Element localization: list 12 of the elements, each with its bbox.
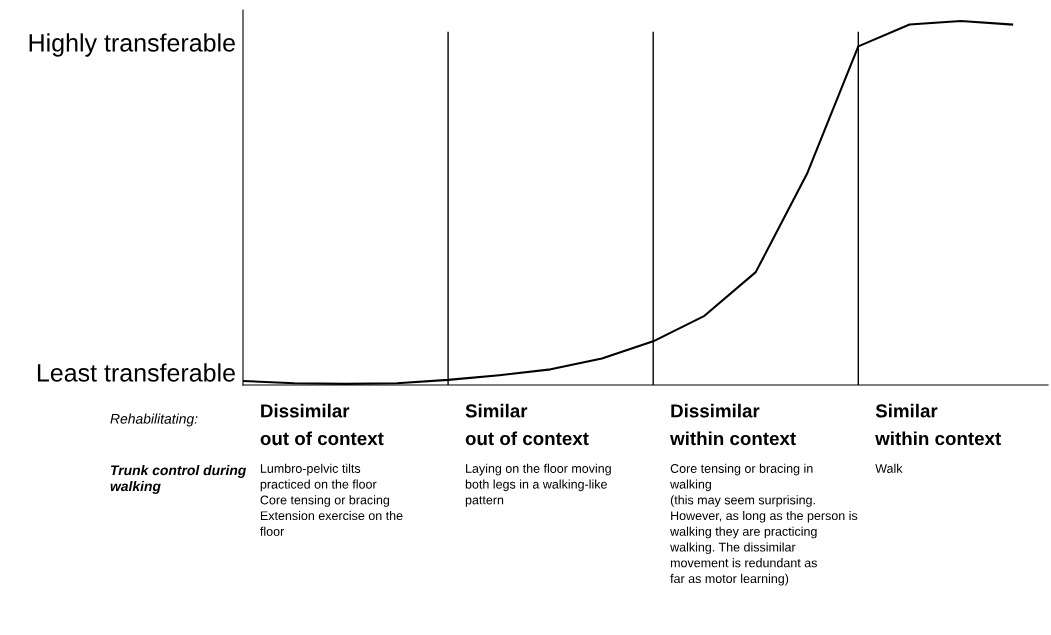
text: Core tensing or bracing in walking (this may seem surprising. However, as long as the person is walking they are practicing walking. The dissimilar movement is redundant as far as motor learning) bbox=[670, 463, 858, 586]
text: Least transferable bbox=[37, 363, 235, 382]
text: Rehabilitating: bbox=[110, 413, 198, 427]
text: Lumbro-pelvic tilts practiced on the floor Core tensing or bracing Extension exercise on the floor bbox=[260, 463, 403, 536]
text: Highly transferable bbox=[29, 33, 235, 57]
text: Similar within context bbox=[875, 403, 1002, 446]
text: Dissimilar within context bbox=[670, 403, 796, 446]
text: Similar out of context bbox=[465, 403, 589, 446]
text: Walk bbox=[875, 463, 903, 473]
text: Dissimilar out of context bbox=[260, 403, 384, 446]
text: Laying on the floor moving both legs in a walking-like pattern bbox=[465, 463, 611, 507]
text: Trunk control during walking bbox=[110, 465, 247, 494]
